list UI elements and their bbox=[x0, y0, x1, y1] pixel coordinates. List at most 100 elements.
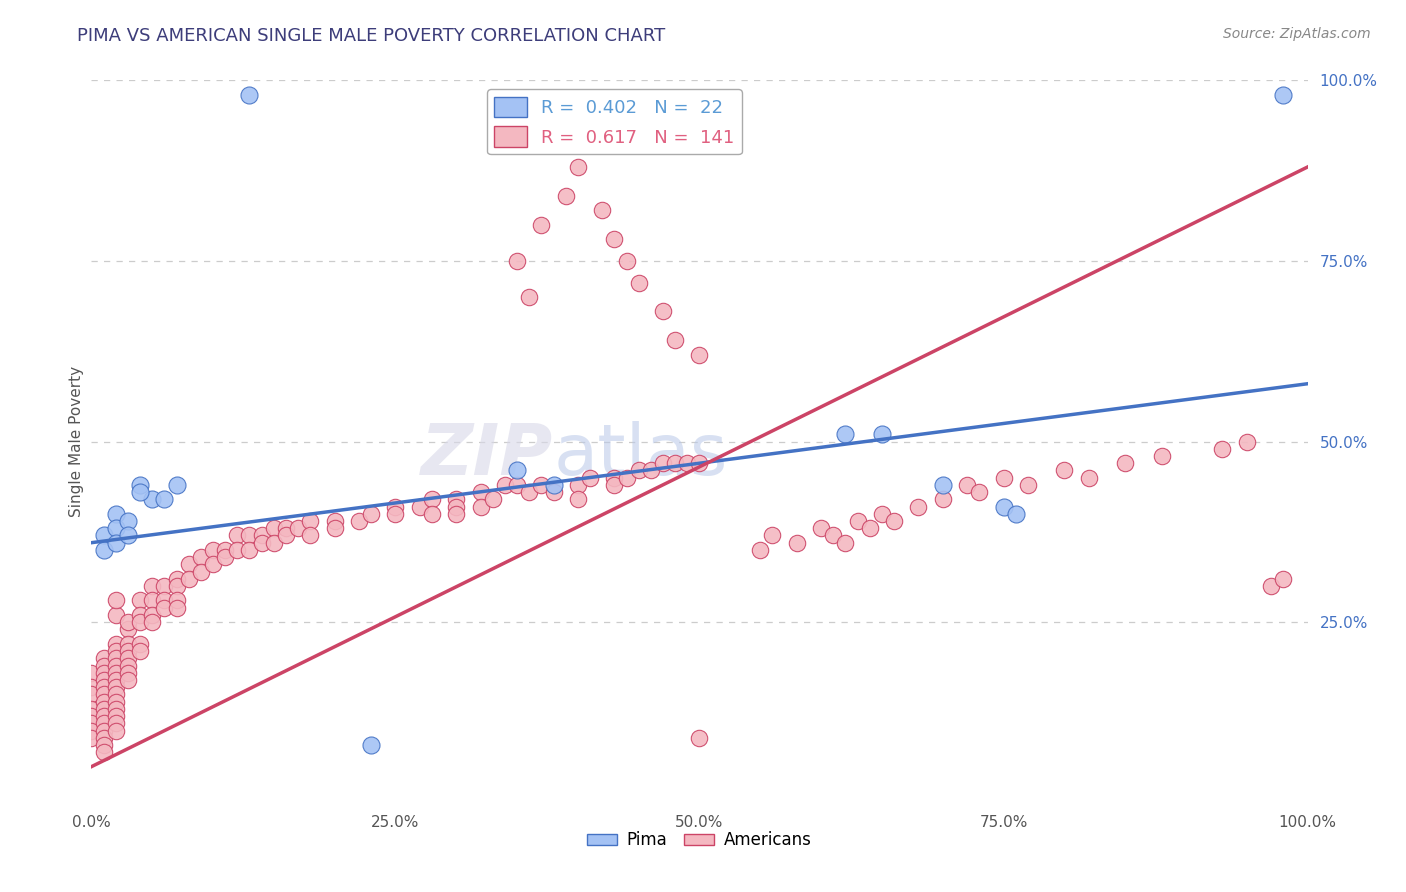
Point bbox=[517, 290, 540, 304]
Point bbox=[166, 579, 188, 593]
Point bbox=[543, 485, 565, 500]
Point bbox=[786, 535, 808, 549]
Point bbox=[287, 521, 309, 535]
Point bbox=[93, 658, 115, 673]
Point bbox=[1053, 463, 1076, 477]
Point bbox=[688, 456, 710, 470]
Point bbox=[883, 514, 905, 528]
Point bbox=[104, 658, 127, 673]
Point bbox=[80, 723, 103, 738]
Point bbox=[360, 507, 382, 521]
Point bbox=[80, 709, 103, 723]
Point bbox=[956, 478, 979, 492]
Point bbox=[761, 528, 783, 542]
Point bbox=[141, 615, 163, 630]
Point bbox=[274, 521, 297, 535]
Point bbox=[117, 637, 139, 651]
Point bbox=[323, 514, 346, 528]
Point bbox=[104, 535, 127, 549]
Point bbox=[93, 665, 115, 680]
Point bbox=[117, 658, 139, 673]
Point bbox=[931, 478, 953, 492]
Point bbox=[506, 478, 529, 492]
Point bbox=[93, 702, 115, 716]
Point bbox=[823, 528, 845, 542]
Point bbox=[80, 680, 103, 694]
Point bbox=[603, 470, 626, 484]
Point bbox=[554, 189, 576, 203]
Point bbox=[652, 304, 675, 318]
Point bbox=[153, 600, 176, 615]
Point bbox=[907, 500, 929, 514]
Text: Source: ZipAtlas.com: Source: ZipAtlas.com bbox=[1223, 27, 1371, 41]
Point bbox=[214, 550, 236, 565]
Point bbox=[444, 492, 467, 507]
Point bbox=[834, 535, 856, 549]
Point bbox=[409, 500, 432, 514]
Point bbox=[190, 565, 212, 579]
Point bbox=[129, 607, 152, 622]
Point bbox=[481, 492, 503, 507]
Point bbox=[627, 276, 650, 290]
Point bbox=[80, 731, 103, 745]
Point bbox=[870, 427, 893, 442]
Point bbox=[530, 478, 553, 492]
Point bbox=[202, 558, 225, 572]
Point bbox=[591, 203, 613, 218]
Point bbox=[567, 478, 589, 492]
Point bbox=[104, 680, 127, 694]
Point bbox=[117, 673, 139, 687]
Point bbox=[993, 500, 1015, 514]
Point bbox=[93, 738, 115, 752]
Point bbox=[129, 644, 152, 658]
Point bbox=[93, 528, 115, 542]
Point bbox=[420, 507, 443, 521]
Point bbox=[1017, 478, 1039, 492]
Point bbox=[117, 644, 139, 658]
Point bbox=[250, 535, 273, 549]
Point bbox=[104, 607, 127, 622]
Point bbox=[129, 593, 152, 607]
Point bbox=[166, 478, 188, 492]
Point bbox=[664, 334, 686, 348]
Point bbox=[299, 528, 322, 542]
Point bbox=[360, 738, 382, 752]
Point bbox=[104, 723, 127, 738]
Point bbox=[931, 492, 953, 507]
Point bbox=[117, 514, 139, 528]
Point bbox=[117, 665, 139, 680]
Point bbox=[93, 673, 115, 687]
Point bbox=[190, 550, 212, 565]
Point bbox=[567, 160, 589, 174]
Point bbox=[104, 709, 127, 723]
Point bbox=[80, 716, 103, 731]
Point bbox=[177, 558, 200, 572]
Point bbox=[347, 514, 370, 528]
Point bbox=[688, 731, 710, 745]
Point bbox=[93, 723, 115, 738]
Point bbox=[530, 218, 553, 232]
Point bbox=[93, 687, 115, 701]
Point bbox=[640, 463, 662, 477]
Point bbox=[117, 651, 139, 665]
Point bbox=[129, 478, 152, 492]
Point bbox=[93, 651, 115, 665]
Point bbox=[517, 485, 540, 500]
Point bbox=[104, 665, 127, 680]
Point bbox=[967, 485, 990, 500]
Point bbox=[1004, 507, 1026, 521]
Point bbox=[104, 521, 127, 535]
Point bbox=[323, 521, 346, 535]
Point bbox=[238, 87, 260, 102]
Point bbox=[846, 514, 869, 528]
Point bbox=[470, 485, 492, 500]
Point bbox=[567, 492, 589, 507]
Point bbox=[250, 528, 273, 542]
Point bbox=[603, 478, 626, 492]
Point bbox=[384, 507, 406, 521]
Point bbox=[93, 695, 115, 709]
Point bbox=[579, 470, 602, 484]
Point bbox=[80, 687, 103, 701]
Point bbox=[859, 521, 882, 535]
Point bbox=[444, 507, 467, 521]
